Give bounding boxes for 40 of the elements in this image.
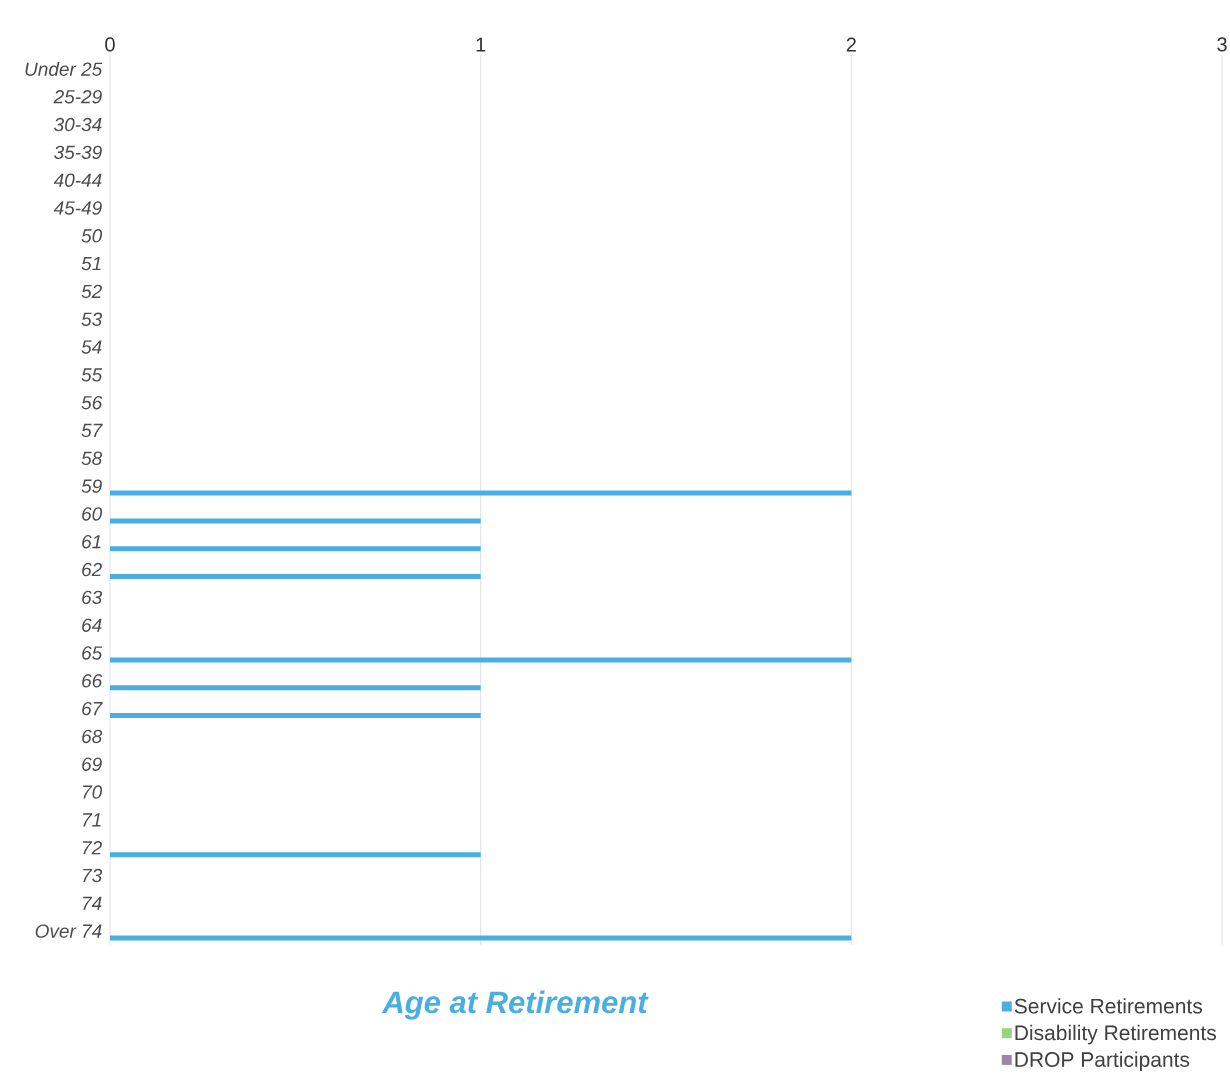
y-tick-label: 54 [81, 340, 102, 354]
y-tick-label: 72 [83, 841, 102, 855]
legend-label: Disability Retirements [1015, 1024, 1217, 1045]
y-tick-label: 74 [83, 896, 102, 910]
y-tick-label: 25-29 [53, 90, 102, 104]
x-tick-label: 0 [105, 37, 115, 52]
y-tick-label: 45-49 [53, 201, 102, 215]
y-tick-label: 61 [82, 535, 101, 549]
y-tick-label: 55 [81, 368, 103, 382]
x-tick-label: 3 [1217, 37, 1227, 52]
y-tick-label: 65 [82, 646, 103, 660]
y-tick-label: 71 [83, 813, 101, 827]
y-tick-label: 57 [81, 423, 103, 438]
y-tick-label: 69 [82, 757, 102, 771]
y-tick-label: Over 74 [35, 924, 102, 938]
y-tick-label: 35-39 [54, 145, 102, 160]
y-tick-label: 62 [82, 562, 102, 577]
y-tick-label: 30-34 [54, 117, 102, 132]
y-tick-label: 64 [82, 618, 102, 632]
y-tick-label: 68 [82, 729, 103, 744]
y-tick-label: 58 [81, 451, 103, 466]
y-tick-label: 70 [83, 785, 103, 799]
y-tick-label: 60 [82, 507, 103, 521]
y-tick-label: 63 [82, 590, 103, 605]
y-tick-label: Under 25 [25, 61, 103, 76]
y-tick-label: 51 [81, 256, 101, 271]
y-tick-label: 73 [83, 868, 103, 883]
legend-label: DROP Participants [1015, 1051, 1190, 1072]
legend-label: Service Retirements [1014, 998, 1203, 1014]
y-tick-label: 59 [81, 479, 102, 493]
x-tick-label: 1 [476, 37, 486, 52]
x-tick-label: 2 [846, 37, 856, 52]
y-tick-label: 66 [82, 674, 103, 688]
y-tick-label: 40-44 [53, 173, 102, 187]
text: Age at Retirement [381, 990, 649, 1020]
y-tick-label: 52 [81, 284, 102, 299]
y-tick-label: 67 [82, 701, 103, 716]
y-tick-label: 50 [81, 229, 103, 243]
y-tick-label: 56 [81, 395, 103, 410]
y-tick-label: 53 [81, 312, 103, 326]
